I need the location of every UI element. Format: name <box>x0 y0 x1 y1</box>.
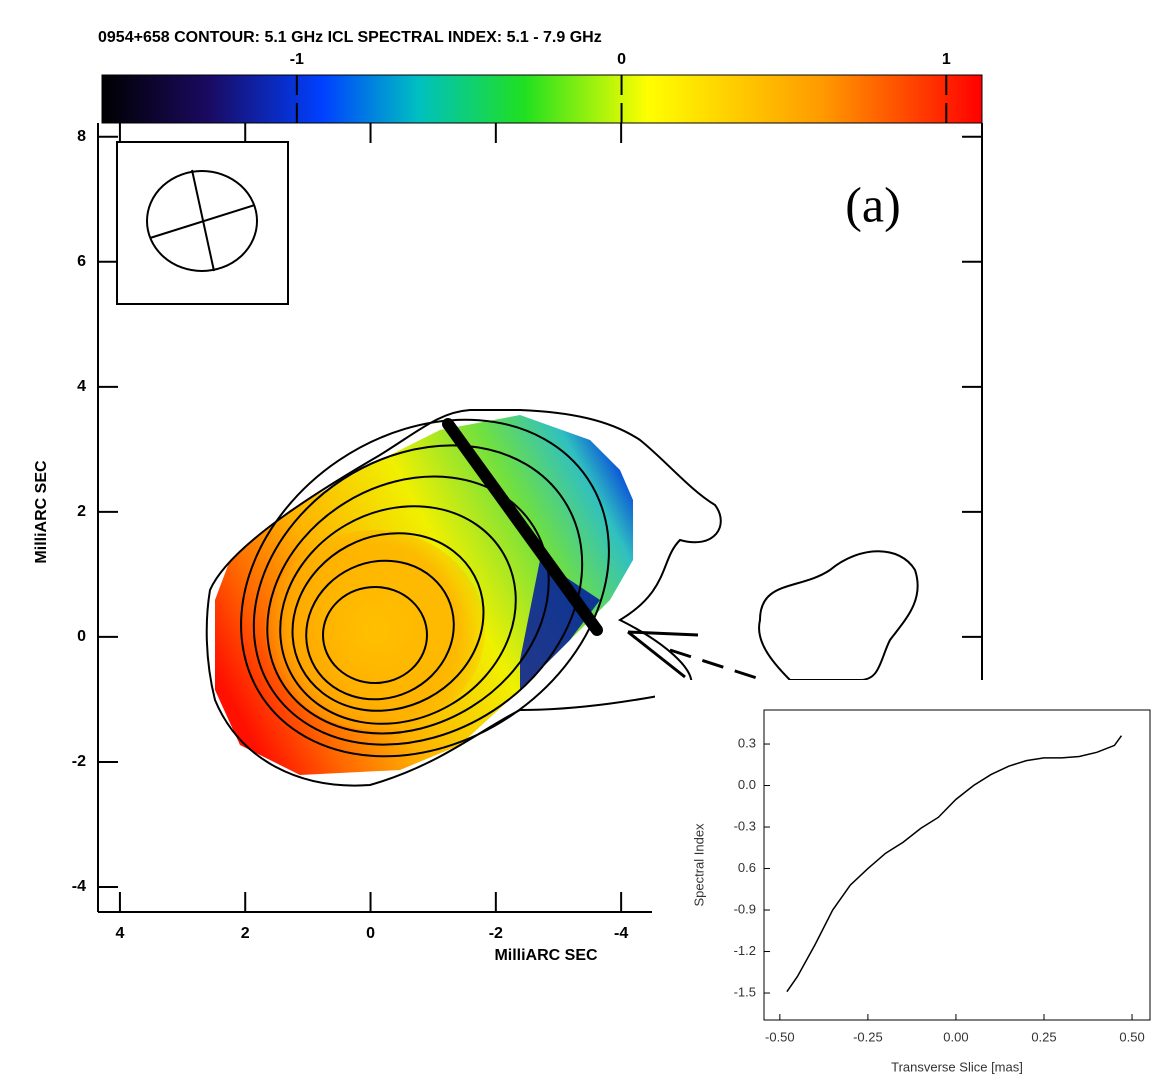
x-tick-label: -4 <box>614 925 628 942</box>
colorbar-tick-label: -1 <box>290 51 304 68</box>
map-frame <box>97 123 983 913</box>
slice-line <box>442 418 603 636</box>
y-tick-label: 0.0 <box>738 777 756 792</box>
inset-frame <box>763 709 1151 1021</box>
x-axis-label: MilliARC SEC <box>494 947 598 964</box>
y-tick-label: 0 <box>77 628 86 645</box>
arrow <box>627 630 826 702</box>
chart-title: 0954+658 CONTOUR: 5.1 GHz ICL SPECTRAL I… <box>98 29 602 46</box>
x-tick-label: 0.25 <box>1031 1029 1056 1044</box>
y-tick-label: 0.6 <box>738 860 756 875</box>
y-tick-label: -1.2 <box>734 943 756 958</box>
y-tick-label: -0.3 <box>734 818 756 833</box>
y-tick-label: 2 <box>77 503 86 520</box>
x-tick-label: 4 <box>115 925 124 942</box>
x-tick-label: 0.50 <box>1119 1029 1144 1044</box>
contours <box>205 409 919 787</box>
x-tick-label: -2 <box>489 925 503 942</box>
x-axis-label: Transverse Slice [mas] <box>891 1059 1023 1074</box>
x-tick-label: -0.25 <box>853 1029 883 1044</box>
y-tick-label: -2 <box>72 753 86 770</box>
x-tick-label: 0.00 <box>943 1029 968 1044</box>
x-tick-label: -0.50 <box>765 1029 795 1044</box>
colorbar-tick-label: 1 <box>942 51 951 68</box>
x-tick-label: 0 <box>366 925 375 942</box>
inset-background <box>655 680 1165 1081</box>
y-tick-label: 8 <box>77 128 86 145</box>
y-axis-label: Spectral Index <box>691 823 706 907</box>
panel-label: (a) <box>845 176 901 232</box>
beam <box>116 141 289 305</box>
y-axis-label: MilliARC SEC <box>33 460 50 564</box>
data-line <box>786 735 1123 993</box>
x-tick-label: 2 <box>241 925 250 942</box>
y-tick-label: 4 <box>77 378 86 395</box>
y-tick-label: -1.5 <box>734 984 756 999</box>
y-tick-label: -0.9 <box>734 901 756 916</box>
y-tick-label: 0.3 <box>738 735 756 750</box>
colorbar-tick-label: 0 <box>617 51 626 68</box>
colorbar <box>101 74 983 124</box>
y-tick-label: -4 <box>72 878 86 895</box>
y-tick-label: 6 <box>77 253 86 270</box>
